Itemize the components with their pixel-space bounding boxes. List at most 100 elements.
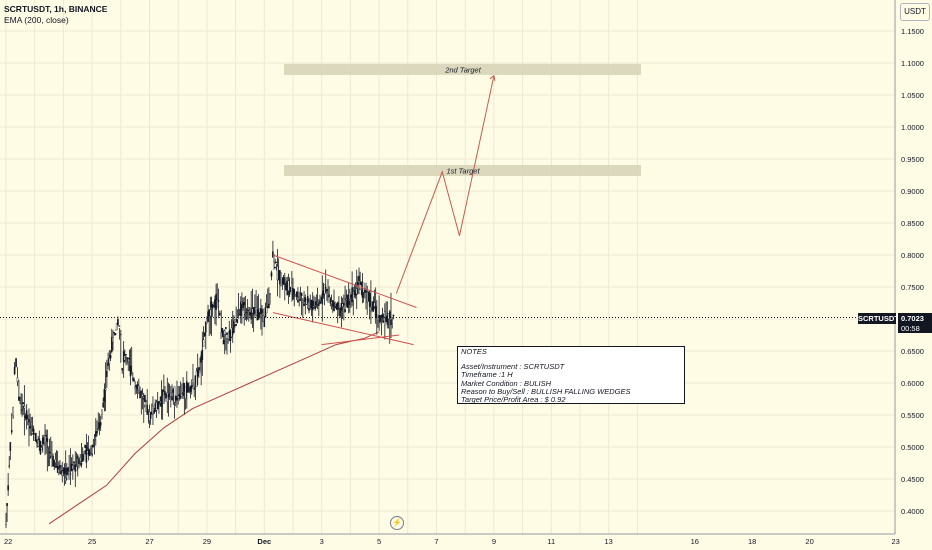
notes-box[interactable]: NOTES Asset/Instrument : SCRTUSDT Timefr…: [457, 346, 685, 404]
candle-body: [324, 287, 327, 289]
candle-body: [68, 470, 70, 480]
candle-body: [297, 299, 299, 303]
candle-body: [275, 261, 278, 263]
time-tick-label: 9: [492, 537, 496, 546]
candle-body: [106, 370, 108, 377]
candle-body: [384, 311, 386, 326]
candle-body: [357, 281, 359, 285]
candle-body: [102, 402, 104, 408]
time-tick-label: 5: [377, 537, 381, 546]
currency-button[interactable]: USDT: [900, 3, 930, 21]
candle-body: [96, 430, 98, 434]
candle-body: [223, 330, 226, 335]
candle-body: [98, 422, 101, 429]
lightning-icon[interactable]: ⚡: [390, 516, 404, 530]
candle-body: [360, 281, 363, 286]
candle-body: [108, 358, 111, 364]
time-tick-label: 7: [434, 537, 438, 546]
candle-body: [61, 470, 64, 476]
candle-body: [153, 410, 155, 414]
candle-body: [390, 319, 392, 326]
candle-body: [74, 464, 77, 472]
candle-body: [374, 306, 377, 319]
candle-body: [90, 447, 92, 450]
candle-body: [274, 266, 277, 269]
candle-body: [190, 385, 193, 389]
candle-body: [84, 444, 86, 449]
notes-line: Target Price/Profit Area : $ 0.92: [461, 395, 566, 405]
candle-body: [211, 303, 214, 309]
price-tick-label: 0.9000: [901, 187, 924, 196]
candle-body: [299, 299, 302, 301]
candle-body: [163, 391, 165, 404]
candle-body: [292, 288, 294, 300]
time-tick-label: 22: [4, 537, 12, 546]
candle-body: [152, 405, 154, 415]
candle-body: [353, 290, 356, 295]
target-label: 2nd Target: [444, 65, 482, 74]
candle-body: [257, 309, 260, 320]
candle-body: [40, 447, 43, 451]
candle-body: [198, 367, 200, 371]
projection-path: [395, 74, 496, 294]
candle-body: [160, 395, 163, 407]
candle-body: [319, 300, 321, 305]
symbol-title: SCRTUSDT, 1h, BINANCE: [4, 4, 108, 14]
candle-body: [48, 451, 51, 454]
candle-body: [53, 459, 56, 468]
candle-body: [109, 354, 112, 359]
candle-body: [99, 422, 102, 426]
notes-line: Timeframe :1 H: [461, 370, 513, 380]
candle-body: [119, 333, 122, 336]
candle-body: [44, 435, 46, 443]
ema-line: [48, 331, 380, 525]
candle-body: [18, 396, 20, 401]
candle-body: [139, 392, 141, 399]
candle-body: [339, 308, 341, 317]
candle-body: [168, 393, 171, 396]
candle-body: [308, 308, 310, 311]
candle-body: [15, 358, 17, 368]
candle-body: [321, 293, 324, 305]
candle-body: [314, 306, 316, 310]
candle-body: [83, 450, 85, 454]
candle-body: [104, 388, 107, 391]
candle-body: [164, 391, 166, 396]
candle-body: [124, 355, 126, 361]
candle-body: [101, 409, 103, 415]
candle-body: [178, 394, 181, 398]
candle-body: [58, 469, 60, 473]
price-tick-label: 0.5500: [901, 411, 924, 420]
candle-body: [265, 307, 268, 314]
candle-body: [305, 299, 308, 305]
candle-body: [159, 400, 161, 404]
candle-body: [315, 301, 318, 306]
candle-body: [149, 411, 152, 419]
candle-body: [391, 320, 394, 323]
candle-body: [114, 333, 117, 336]
time-tick-label: 20: [805, 537, 813, 546]
candle-body: [203, 332, 206, 336]
candle-body: [47, 446, 50, 448]
candle-body: [313, 305, 315, 308]
candle-body: [118, 325, 121, 327]
candle-body: [154, 403, 157, 412]
candle-body: [333, 302, 335, 312]
candle-body: [243, 302, 246, 306]
candle-body: [202, 339, 205, 347]
candle-body: [7, 485, 9, 491]
time-axis[interactable]: 22 25 27 29 Dec 3 5 7 9 11 13 16 18 20 23: [0, 533, 900, 546]
target-zones: 2nd Target 1st Target: [284, 63, 641, 177]
candle-body: [64, 478, 67, 481]
time-tick-label: 18: [748, 537, 756, 546]
price-tick-label: 0.4500: [901, 475, 924, 484]
time-tick-label: 29: [203, 537, 211, 546]
indicator-label[interactable]: EMA (200, close): [4, 15, 69, 25]
price-tick-label: 0.9500: [901, 155, 924, 164]
wedge-line-upper: [272, 254, 417, 308]
price-axis[interactable]: 1.1500 1.1000 1.0500 1.0000 0.9500 0.9000 0.85…: [894, 0, 924, 534]
wedge-line-lower: [272, 312, 414, 346]
falling-wedge: [272, 254, 417, 346]
candle-body: [161, 389, 164, 396]
candle-body: [141, 394, 144, 397]
